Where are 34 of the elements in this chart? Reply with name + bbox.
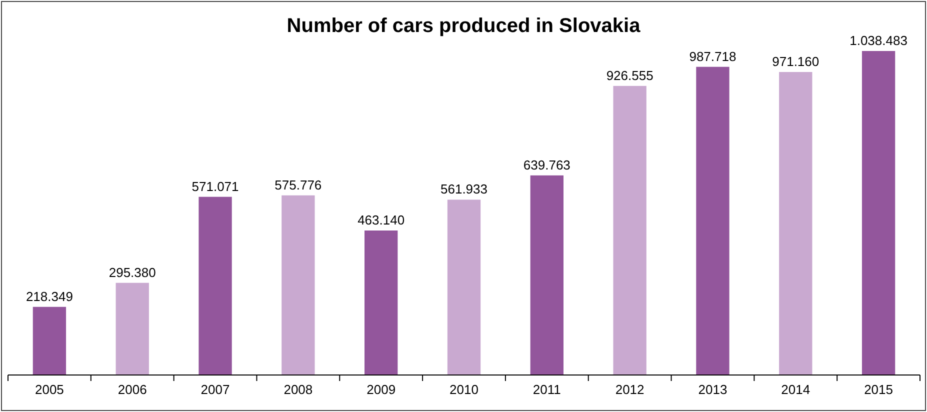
chart-title: Number of cars produced in Slovakia — [286, 15, 642, 37]
x-tick-label: 2011 — [532, 382, 561, 397]
data-label: 463.140 — [358, 212, 405, 228]
data-label: 575.776 — [274, 177, 322, 192]
data-label: 1.038.483 — [850, 33, 908, 48]
bar — [116, 282, 149, 375]
data-label: 295.380 — [108, 264, 156, 280]
data-label: 561.933 — [440, 182, 488, 197]
data-label: 971.160 — [772, 54, 820, 70]
data-label: 926.555 — [606, 68, 654, 83]
bar — [282, 195, 315, 375]
bar — [862, 51, 896, 375]
x-tick-label: 2009 — [366, 382, 396, 397]
bar — [530, 175, 564, 375]
x-tick-label: 2005 — [34, 382, 64, 397]
x-tick-label: 2006 — [118, 382, 147, 397]
x-tick-label: 2014 — [781, 382, 810, 397]
data-label: 571.071 — [192, 178, 239, 194]
data-label: 987.718 — [689, 48, 736, 64]
x-tick-label: 2013 — [698, 382, 728, 397]
bar — [779, 72, 812, 375]
bar — [198, 196, 232, 375]
x-tick-label: 2007 — [200, 382, 230, 397]
data-label: 218.349 — [26, 288, 73, 304]
data-label: 639.763 — [523, 157, 570, 172]
bar — [447, 200, 481, 375]
bar — [696, 66, 730, 375]
x-tick-label: 2015 — [864, 382, 894, 397]
x-tick-label: 2012 — [615, 382, 644, 397]
bar — [32, 306, 66, 375]
bar — [613, 86, 646, 375]
bar — [364, 230, 398, 375]
x-tick-label: 2008 — [284, 382, 313, 397]
x-tick-label: 2010 — [450, 382, 478, 397]
